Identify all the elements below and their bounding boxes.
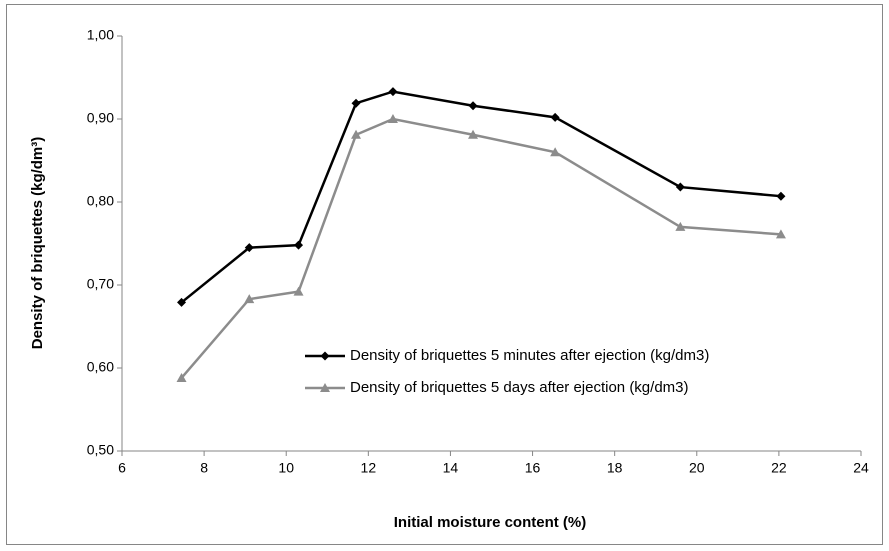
legend-marker (320, 351, 330, 361)
chart-border (6, 4, 883, 545)
y-tick-label: 1,00 (87, 27, 114, 43)
data-point (387, 114, 398, 123)
data-point (776, 191, 786, 201)
data-point (675, 182, 685, 192)
x-tick-label: 6 (118, 460, 126, 476)
x-tick-label: 20 (689, 460, 705, 476)
data-point (294, 240, 304, 250)
x-tick-label: 16 (525, 460, 541, 476)
data-point (351, 98, 361, 108)
data-point (388, 87, 398, 97)
data-point (550, 147, 561, 157)
x-tick-label: 24 (853, 460, 869, 476)
x-axis-label: Initial moisture content (%) (394, 514, 587, 531)
data-point (775, 229, 786, 239)
x-tick-label: 14 (443, 460, 459, 476)
data-point (675, 221, 686, 231)
data-point (293, 286, 304, 296)
data-point (177, 297, 187, 307)
data-point (468, 101, 478, 111)
y-axis-label: Density of briquettes (kg/dm³) (29, 137, 46, 350)
data-point (550, 112, 560, 122)
data-point (244, 243, 254, 253)
y-tick-label: 0,60 (87, 359, 114, 375)
data-point (244, 294, 255, 304)
x-tick-label: 12 (361, 460, 377, 476)
legend-marker (320, 383, 330, 392)
x-tick-label: 8 (200, 460, 208, 476)
legend-label: Density of briquettes 5 days after eject… (350, 379, 689, 396)
data-point (176, 372, 187, 382)
y-tick-label: 0,50 (87, 442, 114, 458)
y-tick-label: 0,70 (87, 276, 114, 292)
data-point (468, 129, 479, 139)
data-point (351, 129, 362, 139)
legend-label: Density of briquettes 5 minutes after ej… (350, 347, 709, 364)
x-tick-label: 22 (771, 460, 787, 476)
x-tick-label: 10 (278, 460, 294, 476)
y-tick-label: 0,90 (87, 110, 114, 126)
y-tick-label: 0,80 (87, 193, 114, 209)
x-tick-label: 18 (607, 460, 623, 476)
